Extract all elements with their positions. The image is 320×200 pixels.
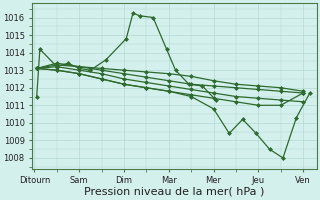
X-axis label: Pression niveau de la mer( hPa ): Pression niveau de la mer( hPa ) — [84, 187, 265, 197]
